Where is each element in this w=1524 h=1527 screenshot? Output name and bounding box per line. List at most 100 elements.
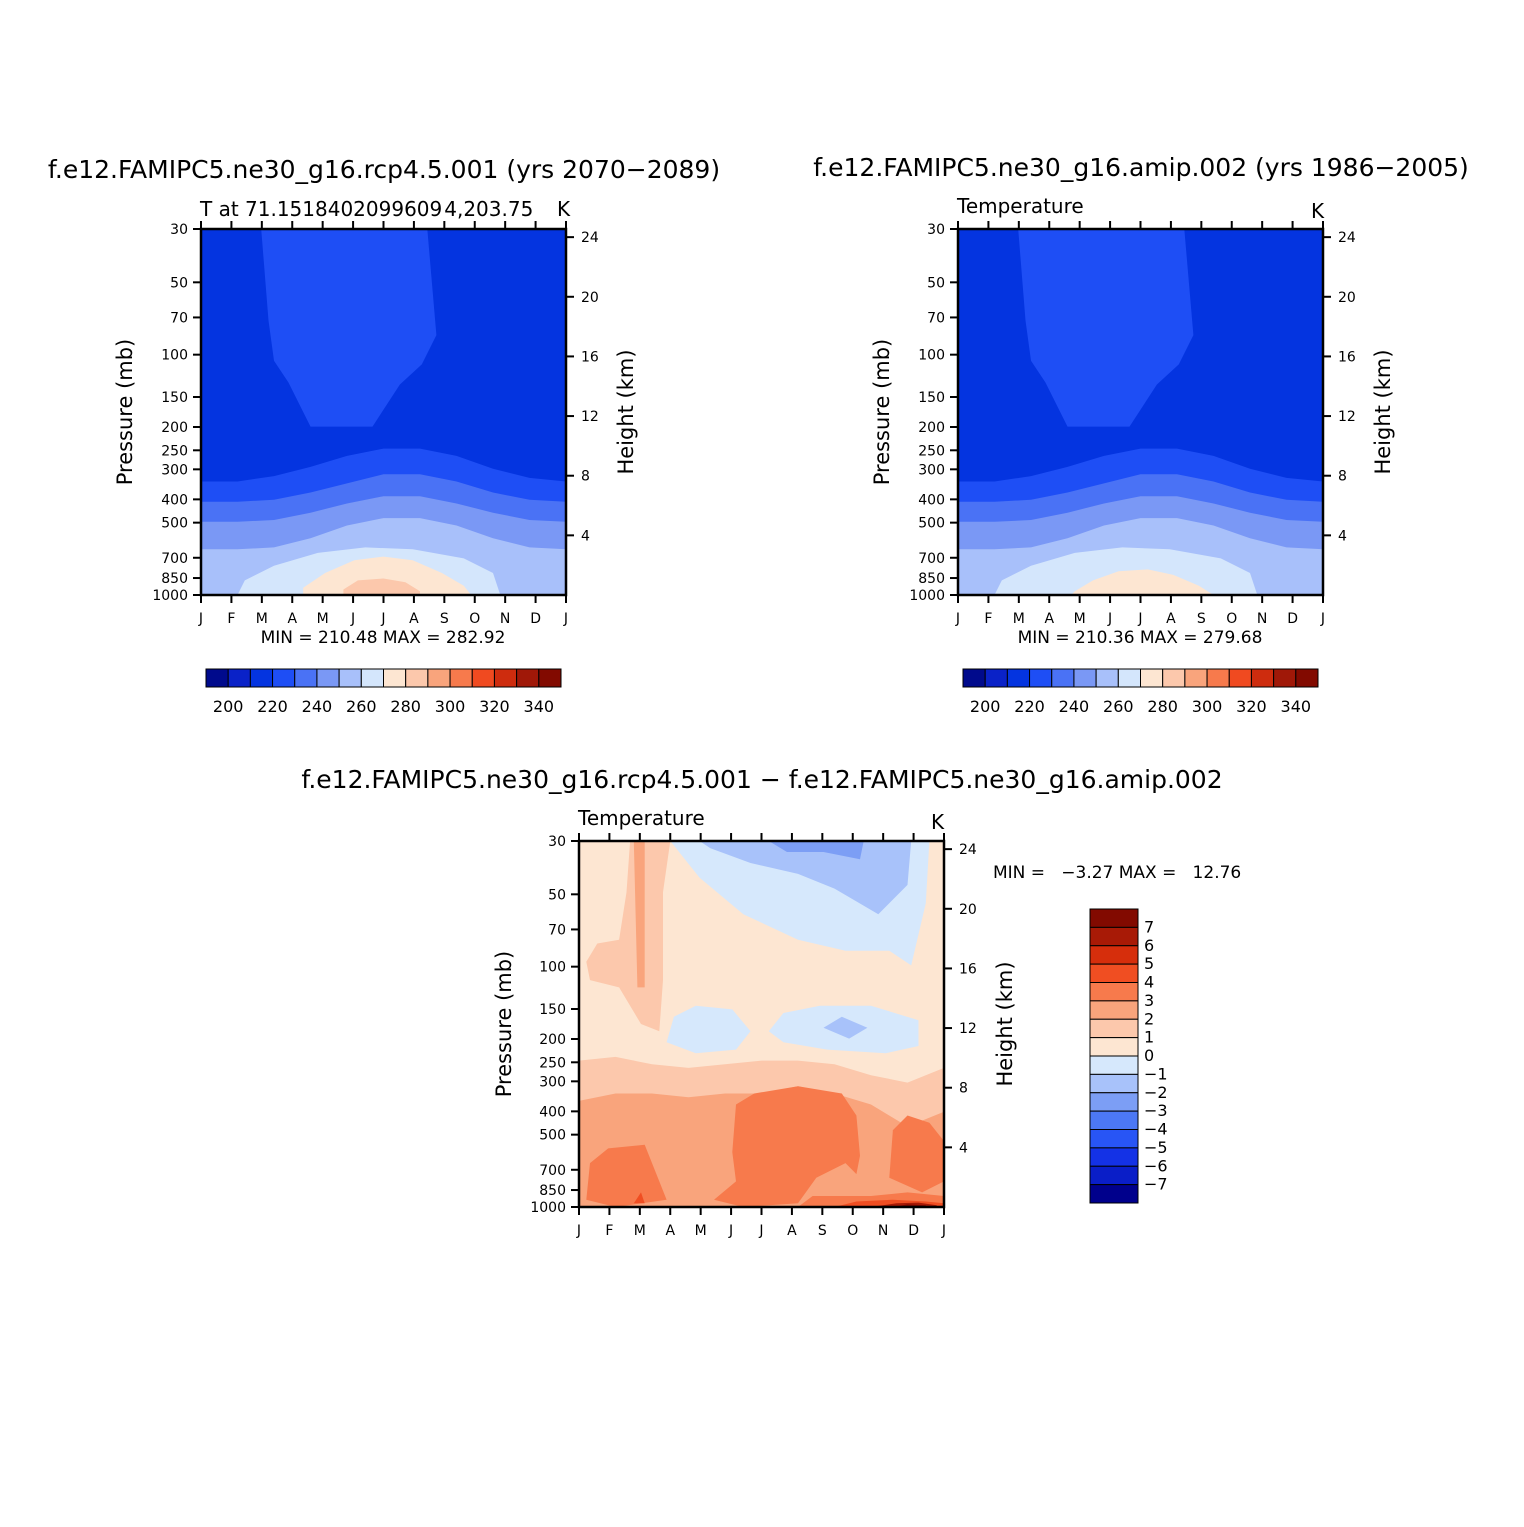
- bottom-colorbar-label: −1: [1144, 1064, 1168, 1083]
- left-ytick-label: 50: [170, 275, 188, 291]
- left-colorbar-swatch: [383, 668, 407, 688]
- right-axes: J F M A M J J A S O N D J 30 50 70 100 150 200 250 300 400 500…: [909, 221, 1356, 627]
- bottom-colorbar-swatch: [1089, 908, 1139, 928]
- bottom-contour-core-b: [714, 1086, 860, 1207]
- left-colorbar-swatch: [205, 668, 229, 688]
- right-y2tick-label: 4: [1338, 528, 1347, 544]
- bottom-ytick-label: 300: [539, 1074, 566, 1090]
- left-colorbar-swatch: [405, 668, 429, 688]
- bottom-contour-stripe-2: [633, 841, 645, 988]
- bottom-y2tick-label: 8: [959, 1081, 968, 1097]
- right-colorbar-swatch: [1184, 668, 1208, 688]
- left-minmax-label: MIN = 210.48 MAX = 282.92: [261, 628, 506, 648]
- right-contour-fills: [958, 229, 1323, 595]
- left-colorbar-label: 200: [213, 697, 244, 716]
- bottom-colorbar-label: −3: [1144, 1101, 1168, 1120]
- bottom-height-axis-title: Height (km): [993, 961, 1017, 1086]
- bottom-colorbar-swatch: [1089, 1110, 1139, 1130]
- right-xtick-label: J: [1137, 611, 1142, 627]
- right-colorbar-swatch: [1029, 668, 1053, 688]
- right-colorbar-label: 240: [1059, 697, 1090, 716]
- left-colorbar-swatch: [449, 668, 473, 688]
- left-xtick-label: M: [317, 611, 329, 627]
- left-xtick-label: J: [380, 611, 385, 627]
- bottom-colorbar-swatch: [1089, 1000, 1139, 1020]
- bottom-y2tick-label: 16: [959, 961, 977, 977]
- right-panel-title: f.e12.FAMIPC5.ne30_g16.amip.002 (yrs 198…: [813, 153, 1469, 182]
- right-xtick-label: N: [1257, 611, 1267, 627]
- bottom-colorbar-label: 4: [1144, 973, 1154, 992]
- left-colorbar-label: 320: [479, 697, 510, 716]
- left-ytick-label: 100: [161, 348, 188, 364]
- bottom-colorbar-swatch: [1089, 1129, 1139, 1149]
- left-ytick-label: 30: [170, 222, 188, 238]
- left-panel-title: f.e12.FAMIPC5.ne30_g16.rcp4.5.001 (yrs 2…: [48, 155, 720, 184]
- left-xtick-label: D: [530, 611, 541, 627]
- bottom-contour-level-m2: [699, 841, 912, 915]
- right-ytick-label: 400: [918, 492, 945, 508]
- bottom-colorbar-label: 5: [1144, 954, 1154, 973]
- bottom-ytick-label: 50: [548, 887, 566, 903]
- bottom-minmax-label: MIN = −3.27 MAX = 12.76: [993, 863, 1241, 883]
- bottom-xtick-label: J: [728, 1223, 733, 1239]
- bottom-ytick-label: 500: [539, 1128, 566, 1144]
- bottom-colorbar-swatch: [1089, 1055, 1139, 1075]
- right-colorbar-swatch: [1140, 668, 1164, 688]
- bottom-xtick-label: A: [665, 1223, 675, 1239]
- right-ytick-label: 300: [918, 462, 945, 478]
- right-colorbar-label: 280: [1147, 697, 1178, 716]
- bottom-colorbar-swatch: [1089, 963, 1139, 983]
- left-colorbar-swatch: [493, 668, 518, 688]
- right-xtick-label: S: [1197, 611, 1206, 627]
- bottom-xtick-label: O: [847, 1223, 858, 1239]
- right-colorbar-swatch: [1073, 668, 1097, 688]
- right-y2tick-label: 8: [1338, 469, 1347, 485]
- bottom-contour-core-c: [889, 1115, 944, 1193]
- left-ytick-label: 150: [161, 390, 188, 406]
- bottom-y2tick-label: 4: [959, 1140, 968, 1156]
- bottom-colorbar-label: 6: [1144, 936, 1154, 955]
- right-xtick-label: D: [1287, 611, 1298, 627]
- left-xtick-label: M: [256, 611, 268, 627]
- left-colorbar-label: 300: [435, 697, 466, 716]
- left-colorbar-swatch: [316, 668, 340, 688]
- left-axes: J F M A M J J A S O N D J 30 50 70 100 150 200 250 300 400 500…: [152, 221, 599, 627]
- left-ytick-label: 1000: [152, 588, 188, 604]
- right-colorbar-swatch: [1206, 668, 1230, 688]
- bottom-colorbar-label: −6: [1144, 1156, 1168, 1175]
- right-ytick-label: 50: [927, 275, 945, 291]
- bottom-contour-speck: [633, 1192, 645, 1204]
- right-height-axis-title: Height (km): [1371, 349, 1395, 474]
- left-colorbar-swatch: [338, 668, 362, 688]
- bottom-xtick-label: D: [908, 1223, 919, 1239]
- right-colorbar-swatch: [1006, 668, 1031, 688]
- bottom-pressure-axis-title: Pressure (mb): [492, 951, 516, 1098]
- bottom-colorbar-swatch: [1089, 1037, 1139, 1057]
- bottom-panel-title: f.e12.FAMIPC5.ne30_g16.rcp4.5.001 − f.e1…: [301, 765, 1222, 794]
- bottom-colorbar-swatch: [1089, 1165, 1139, 1186]
- right-xtick-label: J: [1107, 611, 1112, 627]
- bottom-variable-label: Temperature: [577, 806, 705, 830]
- bottom-colorbar-label: 1: [1144, 1028, 1154, 1047]
- bottom-contour-level-m3: [768, 841, 864, 860]
- bottom-colorbar-label: −2: [1144, 1083, 1168, 1102]
- left-ytick-label: 200: [161, 420, 188, 436]
- left-xtick-label: J: [350, 611, 355, 627]
- right-colorbar-label: 340: [1281, 697, 1312, 716]
- right-ytick-label: 150: [918, 390, 945, 406]
- left-colorbar-swatch: [538, 668, 562, 688]
- right-minmax-label: MIN = 210.36 MAX = 279.68: [1018, 628, 1263, 648]
- bottom-xtick-label: A: [787, 1223, 797, 1239]
- right-ytick-label: 1000: [909, 588, 945, 604]
- left-colorbar-swatch: [516, 668, 540, 688]
- right-ytick-label: 700: [918, 551, 945, 567]
- right-colorbar-swatch: [1273, 668, 1297, 688]
- bottom-contour-core-a: [586, 1144, 667, 1207]
- bottom-colorbar-label: 0: [1144, 1046, 1154, 1065]
- left-y2tick-label: 24: [581, 230, 599, 246]
- right-xtick-label: J: [955, 611, 960, 627]
- right-ytick-label: 250: [918, 443, 945, 459]
- bottom-contour-level-m1-patch-a: [666, 1005, 751, 1054]
- bottom-units-label: K: [931, 810, 945, 834]
